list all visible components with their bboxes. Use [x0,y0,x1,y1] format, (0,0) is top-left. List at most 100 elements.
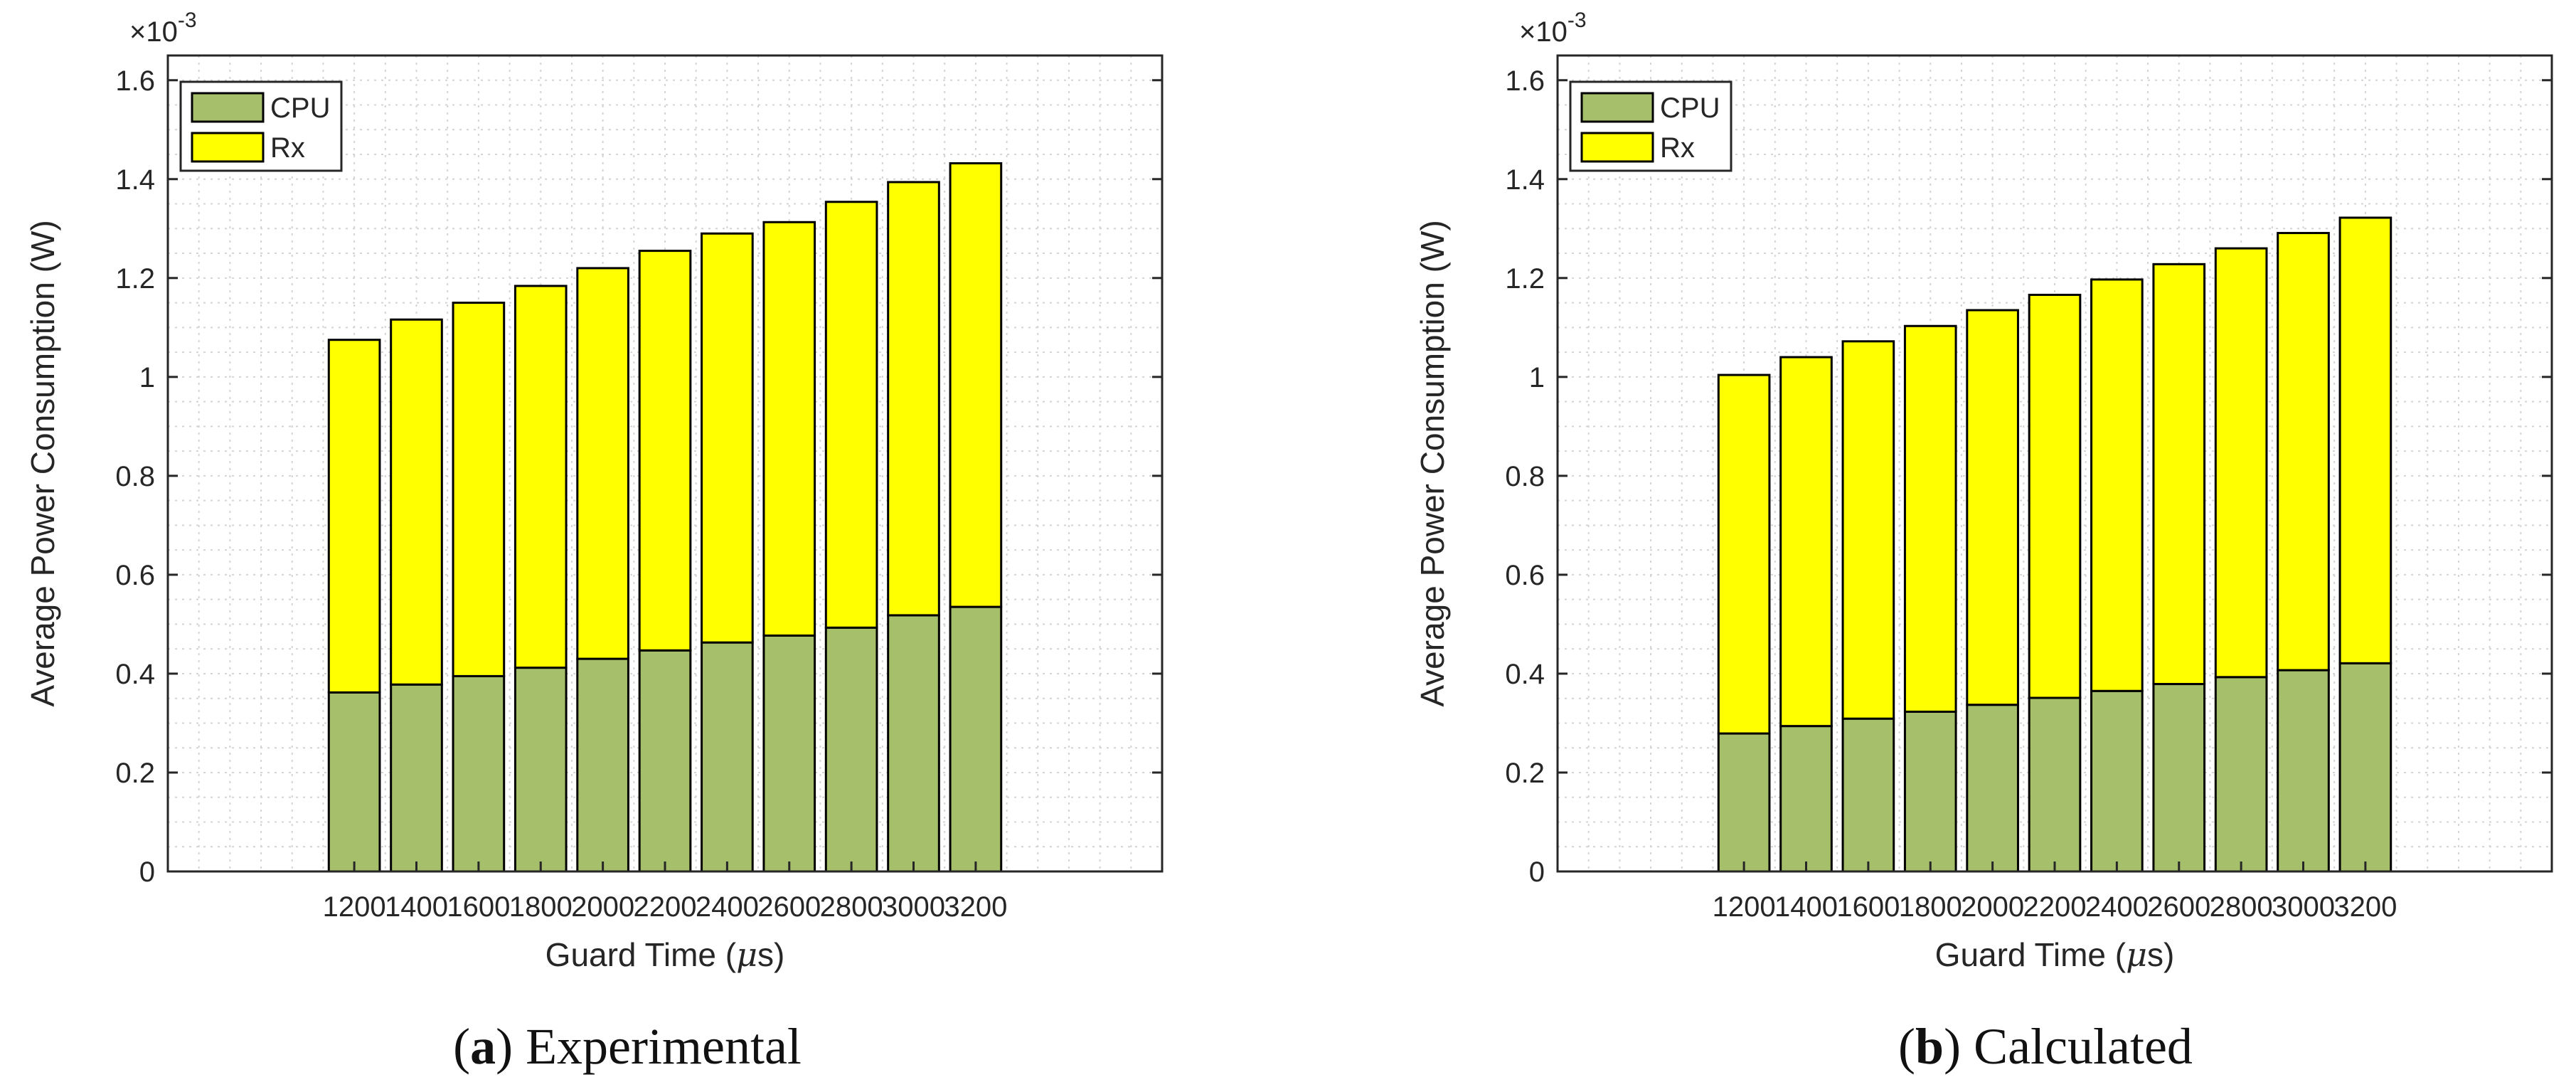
y-tick-label: 0.8 [115,461,155,492]
x-axis-label-suffix: s) [757,936,784,973]
bar-rx [513,285,568,669]
caption-close-paren: ) [496,1018,513,1075]
bar-rx [2214,247,2268,679]
bar-rx [1903,324,1957,713]
y-tick-label: 1.4 [1505,164,1545,196]
bar-cpu [1841,717,1895,873]
bar-rx [1966,309,2019,706]
bar-cpu [762,634,816,873]
y-tick-label: 1 [139,362,155,393]
y-tick-label: 0 [139,857,155,888]
x-tick-label: 1200 [1713,891,1776,923]
y-tick-label: 0.6 [115,560,155,591]
y-tick-label: 1.6 [115,65,155,97]
y-tick-label: 0.2 [115,758,155,789]
x-tick-label: 2000 [571,891,634,923]
bar-rx [949,162,1003,608]
y-tick-label: 0.8 [1505,461,1545,492]
x-axis-label-prefix: Guard Time ( [1935,936,2127,973]
x-tick-label: 3000 [2272,891,2335,923]
x-axis-label-mu: μ [2126,935,2147,974]
bar-cpu [2028,696,2082,873]
bar-rx [2090,278,2144,692]
y-tick-label: 1.6 [1505,65,1545,97]
y-tick-label: 0.4 [1505,659,1545,690]
legend-swatch-rx [1580,132,1654,163]
x-tick-label: 2400 [696,891,759,923]
legend: CPU Rx [1569,80,1733,172]
bar-cpu [1717,732,1771,873]
y-tick-label: 1.2 [1505,263,1545,295]
x-tick-label: 3200 [944,891,1007,923]
bar-cpu [2338,662,2393,873]
legend: CPU Rx [179,80,343,172]
caption-open-paren: ( [1898,1018,1915,1075]
bar-cpu [2214,676,2268,873]
legend-label-rx: Rx [1660,132,1695,164]
x-tick-label: 2800 [2210,891,2273,923]
y-scale-label: ×10-3 [129,9,197,48]
bar-cpu [452,674,506,873]
bar-cpu [1779,725,1833,873]
x-tick-label: 2600 [2147,891,2210,923]
legend-swatch-cpu [191,92,265,123]
bar-cpu [887,614,940,873]
x-axis-label: Guard Time (μs) [545,935,785,974]
x-tick-label: 1800 [509,891,573,923]
bar-rx [452,302,506,677]
y-scale-exponent: -3 [178,9,197,32]
legend-swatch-cpu [1580,92,1654,123]
caption-open-paren: ( [453,1018,470,1075]
x-axis-label-mu: μ [736,935,757,974]
x-tick-label: 2600 [757,891,821,923]
x-tick-label: 2400 [2085,891,2149,923]
chart-panel-a: 00.20.40.60.811.21.41.612001400160018002… [24,9,1164,1075]
bar-cpu [701,641,754,873]
bar-rx [1779,356,1833,728]
legend-swatch-rx [191,132,265,163]
bar-cpu [949,605,1003,873]
caption-text: Calculated [1974,1018,2193,1075]
bar-cpu [2090,689,2144,873]
x-tick-label: 1600 [447,891,510,923]
bar-cpu [1966,704,2019,873]
y-scale-base: ×10 [1519,16,1568,48]
x-tick-label: 2200 [634,891,697,923]
x-axis-label-suffix: s) [2147,936,2174,973]
bar-cpu [327,691,381,873]
x-tick-label: 1600 [1836,891,1900,923]
x-tick-label: 1200 [323,891,386,923]
y-tick-label: 0 [1529,857,1545,888]
bar-rx [2338,216,2393,664]
x-tick-label: 2000 [1961,891,2024,923]
panel-caption: (b) Calculated [1898,1018,2193,1075]
bar-rx [762,221,816,637]
y-tick-label: 1 [1529,362,1545,393]
bar-rx [2028,293,2082,699]
bar-cpu [824,626,878,873]
bar-cpu [1903,710,1957,873]
bar-cpu [638,649,692,873]
panel-caption: (a) Experimental [453,1018,802,1075]
x-tick-label: 3000 [882,891,945,923]
y-scale-label: ×10-3 [1519,9,1587,48]
chart-panel-b: 00.20.40.60.811.21.41.612001400160018002… [1414,9,2553,1075]
legend-label-cpu: CPU [1660,92,1720,124]
y-scale-exponent: -3 [1568,9,1587,32]
y-tick-label: 0.4 [115,659,155,690]
x-tick-label: 1400 [1774,891,1838,923]
bar-rx [701,232,754,644]
y-axis-label: Average Power Consumption (W) [24,220,61,706]
x-axis-label: Guard Time (μs) [1935,935,2175,974]
bar-cpu [2152,683,2206,873]
bar-rx [638,250,692,652]
bar-rx [2152,263,2206,686]
y-tick-label: 1.4 [115,164,155,196]
bar-rx [390,318,443,686]
y-axis-label: Average Power Consumption (W) [1414,220,1451,706]
bar-rx [824,201,878,629]
bar-rx [1717,373,1771,735]
bar-rx [887,181,940,617]
bar-cpu [390,683,443,873]
